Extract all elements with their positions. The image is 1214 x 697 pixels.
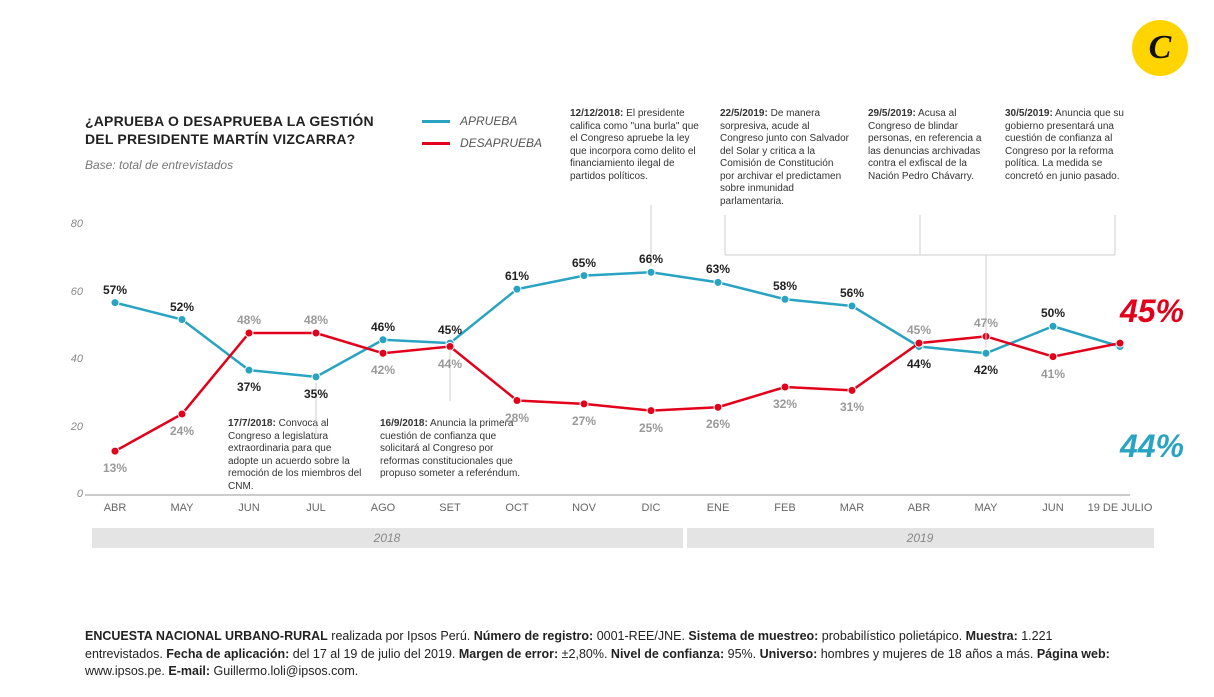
x-tick-label: JUN [238, 502, 259, 514]
data-label: 63% [706, 262, 730, 276]
data-label: 66% [639, 252, 663, 266]
x-tick-label: JUL [306, 502, 326, 514]
y-tick-label: 60 [65, 286, 83, 298]
legend: APRUEBA DESAPRUEBA [422, 110, 542, 154]
legend-label-approve: APRUEBA [460, 114, 517, 128]
x-tick-label: FEB [774, 502, 795, 514]
x-axis-labels: ABR MAY JUN JUL AGO SET OCT NOV DIC ENE FEB MAR ABR M… [85, 502, 1130, 520]
annotation: 30/5/2019: Anuncia que su gobierno prese… [1005, 108, 1130, 183]
x-tick-label: SET [439, 502, 460, 514]
data-label: 24% [170, 424, 194, 438]
data-label: 48% [304, 313, 328, 327]
data-label: 52% [170, 300, 194, 314]
year-bar: 2018 [92, 528, 683, 548]
x-tick-label: MAR [840, 502, 864, 514]
x-tick-label: AGO [371, 502, 395, 514]
brand-logo: C [1132, 20, 1188, 76]
data-label: 44% [438, 357, 462, 371]
legend-label-disapprove: DESAPRUEBA [460, 136, 542, 150]
data-label: 48% [237, 313, 261, 327]
end-label-approve: 44% [1120, 428, 1184, 465]
x-tick-label: NOV [572, 502, 596, 514]
y-tick-label: 80 [65, 218, 83, 230]
data-label: 57% [103, 283, 127, 297]
data-label: 47% [974, 316, 998, 330]
x-tick-label: ABR [908, 502, 931, 514]
annotation: 22/5/2019: De manera sorpresiva, acude a… [720, 108, 850, 208]
y-tick-label: 20 [65, 421, 83, 433]
line-chart [85, 225, 1130, 495]
x-tick-label: ENE [707, 502, 730, 514]
x-tick-label: MAY [170, 502, 193, 514]
x-tick-label: 19 DE JULIO [1088, 502, 1153, 514]
data-label: 46% [371, 320, 395, 334]
data-label: 45% [438, 323, 462, 337]
x-tick-label: ABR [104, 502, 127, 514]
brand-logo-letter: C [1149, 29, 1172, 67]
data-label: 45% [907, 323, 931, 337]
data-label: 37% [237, 380, 261, 394]
data-label: 61% [505, 269, 529, 283]
data-label: 26% [706, 417, 730, 431]
data-label: 27% [572, 414, 596, 428]
chart-subtitle: Base: total de entrevistados [85, 158, 233, 172]
legend-swatch-approve [422, 120, 450, 123]
x-tick-label: JUN [1042, 502, 1063, 514]
data-label: 13% [103, 461, 127, 475]
annotation: 12/12/2018: El presidente califica como … [570, 108, 700, 183]
data-label: 42% [371, 363, 395, 377]
data-label: 32% [773, 397, 797, 411]
y-tick-label: 40 [65, 353, 83, 365]
data-label: 50% [1041, 306, 1065, 320]
data-label: 58% [773, 279, 797, 293]
x-tick-label: DIC [642, 502, 661, 514]
y-tick-label: 0 [65, 488, 83, 500]
chart-title: ¿APRUEBA O DESAPRUEBA LA GESTIÓN DEL PRE… [85, 112, 395, 148]
data-label: 35% [304, 387, 328, 401]
annotation: 29/5/2019: Acusa al Congreso de blindar … [868, 108, 991, 183]
data-label: 31% [840, 400, 864, 414]
data-label: 42% [974, 363, 998, 377]
data-label: 28% [505, 411, 529, 425]
x-tick-label: OCT [505, 502, 528, 514]
year-bar: 2019 [687, 528, 1154, 548]
data-label: 65% [572, 256, 596, 270]
data-label: 56% [840, 286, 864, 300]
x-tick-label: MAY [974, 502, 997, 514]
data-label: 25% [639, 421, 663, 435]
data-label: 41% [1041, 367, 1065, 381]
end-label-disapprove: 45% [1120, 293, 1184, 330]
methodology-footer: ENCUESTA NACIONAL URBANO-RURAL realizada… [85, 628, 1130, 681]
legend-swatch-disapprove [422, 142, 450, 145]
data-label: 44% [907, 357, 931, 371]
